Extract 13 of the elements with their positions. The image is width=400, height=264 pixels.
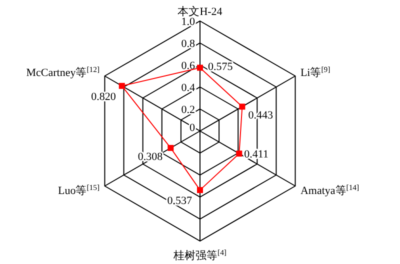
tick-label: 0.4: [181, 82, 195, 94]
category-label: McCartney等$^{[12]}$: [26, 64, 100, 79]
category-label: Li等$^{[9]}$: [300, 64, 330, 79]
tick-label: 0.6: [181, 60, 195, 72]
data-label: 0.575: [208, 60, 233, 73]
tick-label: 0.8: [181, 38, 195, 50]
category-label: Luo等$^{[15]}$: [58, 182, 100, 197]
tick-label: 1.0: [181, 16, 195, 28]
data-label: 0.537: [167, 195, 192, 208]
category-label: Amatya等$^{[14]}$: [300, 182, 360, 197]
category-label: 本文H-24: [178, 6, 222, 18]
tick-label: 0.2: [181, 104, 195, 116]
category-label: 桂树强等$^{[4]}$: [174, 248, 226, 262]
